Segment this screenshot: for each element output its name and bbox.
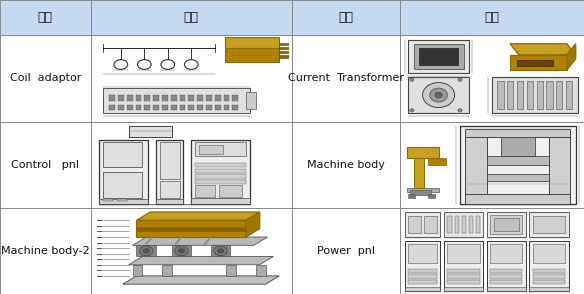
Bar <box>292 121 400 208</box>
Text: Machine body: Machine body <box>307 160 385 170</box>
Text: 구분: 구분 <box>38 11 53 24</box>
Text: 컨셉: 컨셉 <box>184 11 199 24</box>
Bar <box>0 0 91 35</box>
Text: Power  pnl: Power pnl <box>317 246 375 256</box>
Bar <box>0 35 91 121</box>
Bar <box>91 35 292 121</box>
Bar <box>91 121 292 208</box>
Bar <box>292 35 400 121</box>
Bar <box>91 208 292 294</box>
Bar <box>400 0 584 35</box>
Text: Coil  adaptor: Coil adaptor <box>9 74 81 83</box>
Bar <box>91 0 292 35</box>
Text: 컨셉: 컨셉 <box>485 11 499 24</box>
Text: Current  Transformer: Current Transformer <box>288 74 404 83</box>
Bar <box>400 35 584 121</box>
Text: Control   pnl: Control pnl <box>11 160 79 170</box>
Bar <box>0 121 91 208</box>
Bar <box>400 208 584 294</box>
Text: Machine body-2: Machine body-2 <box>1 246 89 256</box>
Bar <box>400 121 584 208</box>
Text: 구분: 구분 <box>339 11 353 24</box>
Bar <box>292 0 400 35</box>
Bar <box>0 208 91 294</box>
Bar <box>292 208 400 294</box>
